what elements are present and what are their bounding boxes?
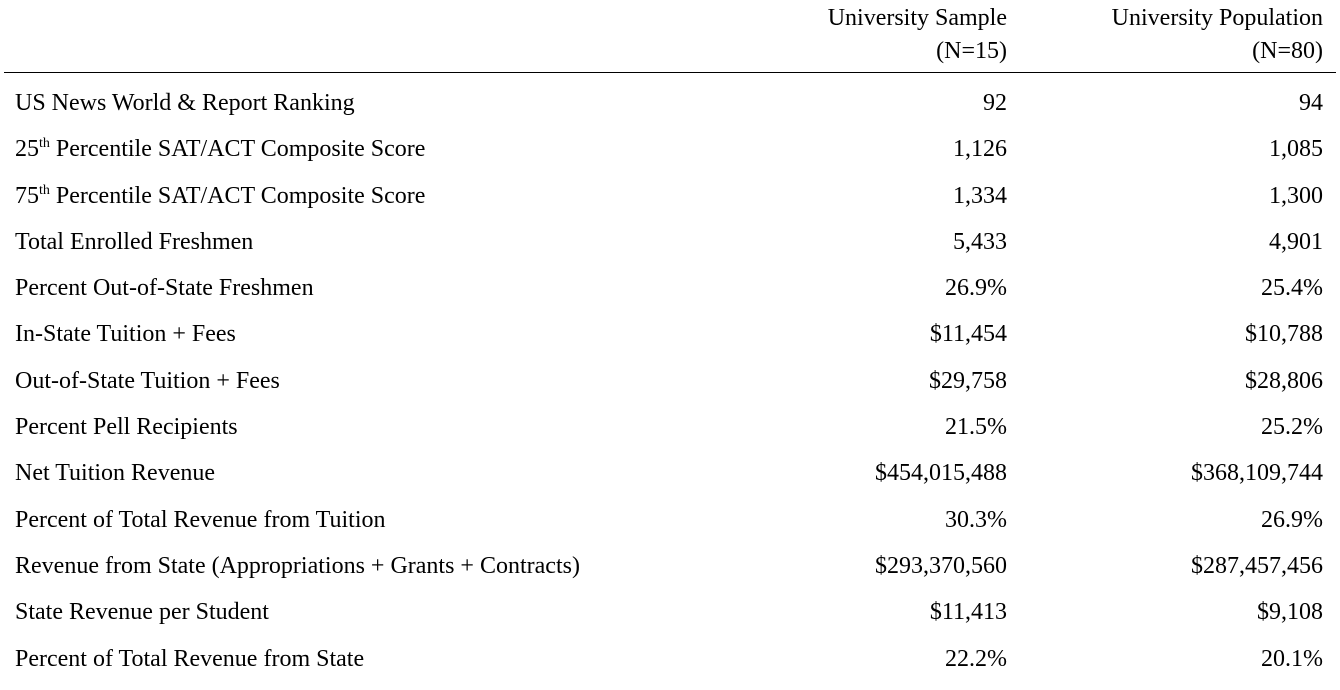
population-value: 4,901 [1269,228,1323,255]
column-header-population: University Population (N=80) [1112,2,1323,68]
population-value: $28,806 [1245,367,1323,394]
population-value: $368,109,744 [1191,460,1323,487]
table-row: Revenue from State (Appropriations + Gra… [0,543,1340,589]
table-row: Percent Pell Recipients 21.5% 25.2% [0,404,1340,450]
column-header-population-n: (N=80) [1252,38,1323,64]
table-row: Percent of Total Revenue from Tuition 30… [0,497,1340,543]
row-label: US News World & Report Ranking [15,90,355,116]
row-label: Percent of Total Revenue from State [15,645,365,672]
population-value: 1,085 [1269,136,1323,163]
table-row: Out-of-State Tuition + Fees $29,758 $28,… [0,358,1340,404]
table-row: In-State Tuition + Fees $11,454 $10,788 [0,311,1340,357]
sample-value: 1,126 [953,136,1007,163]
table-row: Percent Out-of-State Freshmen 26.9% 25.4… [0,265,1340,311]
row-label: Percent Pell Recipients [15,414,238,441]
table-row: Percent of Total Revenue from State 22.2… [0,636,1340,682]
row-label: In-State Tuition + Fees [15,321,236,348]
row-label: State Revenue per Student [15,599,269,626]
row-label-number: 75 [15,182,39,209]
population-value: 94 [1299,90,1323,116]
row-label-text: Percentile SAT/ACT Composite Score [49,182,426,209]
header-rule [4,72,1336,73]
sample-value: 21.5% [945,414,1007,441]
sample-value: $11,413 [929,599,1007,626]
table-row: US News World & Report Ranking 92 94 [0,80,1340,126]
sample-value: $293,370,560 [875,552,1007,579]
row-label: 75th Percentile SAT/ACT Composite Score [15,173,425,223]
row-label-text: Percentile SAT/ACT Composite Score [49,136,426,163]
sample-value: 92 [983,90,1007,116]
table-row: 25th Percentile SAT/ACT Composite Score … [0,126,1340,172]
population-value: $9,108 [1257,599,1323,626]
population-value: 1,300 [1269,182,1323,209]
row-label: Net Tuition Revenue [15,460,216,487]
sample-value: 1,334 [953,182,1007,209]
row-label-ordinal: th [39,136,50,152]
row-label: Percent of Total Revenue from Tuition [15,506,386,533]
row-label: Revenue from State (Appropriations + Gra… [15,552,580,579]
table-row: 75th Percentile SAT/ACT Composite Score … [0,173,1340,219]
table-row: State Revenue per Student $11,413 $9,108 [0,589,1340,635]
table-row: Net Tuition Revenue $454,015,488 $368,10… [0,450,1340,496]
row-label: 25th Percentile SAT/ACT Composite Score [15,126,425,176]
sample-value: 5,433 [953,228,1007,255]
row-label: Total Enrolled Freshmen [15,228,254,255]
row-label-ordinal: th [39,182,50,198]
sample-value: 30.3% [945,506,1007,533]
sample-value: 26.9% [945,275,1007,302]
table-header: University Sample (N=15) University Popu… [0,0,1340,74]
sample-value: $29,758 [929,367,1007,394]
column-header-sample-n: (N=15) [936,38,1007,64]
row-label-number: 25 [15,136,39,163]
table-body: US News World & Report Ranking 92 94 25t… [0,80,1340,682]
sample-value: $454,015,488 [875,460,1007,487]
population-value: 25.2% [1261,414,1323,441]
table-row: Total Enrolled Freshmen 5,433 4,901 [0,219,1340,265]
column-header-sample-title: University Sample [827,5,1007,31]
population-value: $287,457,456 [1191,552,1323,579]
population-value: 20.1% [1261,645,1323,672]
population-value: 25.4% [1261,275,1323,302]
column-header-sample: University Sample (N=15) [828,2,1007,68]
column-header-population-title: University Population [1111,5,1323,31]
population-value: $10,788 [1245,321,1323,348]
population-value: 26.9% [1261,506,1323,533]
sample-value: $11,454 [929,321,1007,348]
row-label: Out-of-State Tuition + Fees [15,367,280,394]
sample-value: 22.2% [945,645,1007,672]
row-label: Percent Out-of-State Freshmen [15,275,314,302]
